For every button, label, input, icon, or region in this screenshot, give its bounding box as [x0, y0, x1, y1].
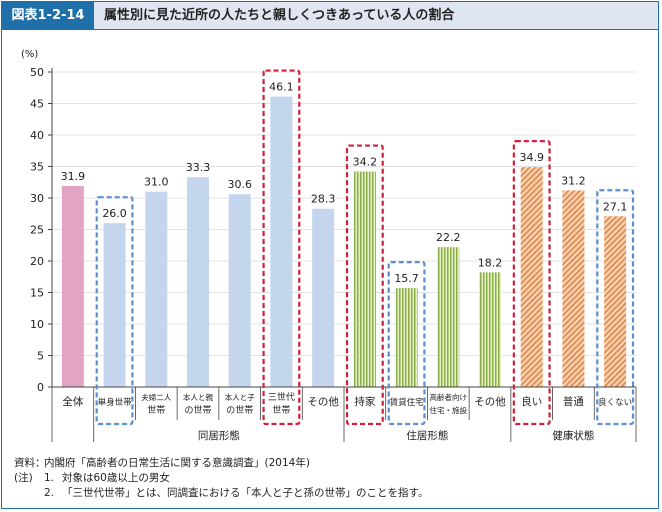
bar — [145, 191, 168, 387]
category-label: その他 — [474, 395, 506, 408]
value-label: 33.3 — [186, 161, 211, 174]
group-label: 健康状態 — [552, 429, 594, 442]
category-label: 全体 — [62, 395, 83, 408]
value-label: 31.0 — [144, 176, 169, 189]
category-label: 高齢者向け — [430, 392, 468, 402]
note-2-number: 2. — [44, 487, 55, 499]
value-label: 28.3 — [311, 193, 336, 206]
group-label: 住居形態 — [406, 429, 448, 442]
source-key: 資料： — [14, 457, 46, 469]
value-label: 34.2 — [353, 156, 378, 169]
category-label: の世帯 — [184, 404, 211, 416]
y-tick-label: 25 — [30, 224, 44, 237]
y-tick-label: 5 — [37, 350, 44, 363]
value-label: 34.9 — [519, 151, 544, 164]
bar-chart: (%) 0 5 10 15 20 25 30 35 40 45 50 31.9 26.0 31.0 33.… — [21, 49, 637, 442]
source-text: 内閣府「高齢者の日常生活に関する意識調査」(2014年) — [44, 457, 310, 469]
category-label: 本人と子 — [225, 392, 255, 402]
y-tick-label: 35 — [30, 161, 44, 174]
y-tick-label: 10 — [30, 318, 44, 331]
category-label: 単身世帯 — [98, 397, 133, 408]
bar — [604, 216, 627, 387]
category-label: 良くない — [598, 397, 632, 408]
category-label: 夫婦二人 — [141, 392, 171, 402]
note-2-text: 「三世代世帯」とは、同調査における「本人と子と孫の世帯」のことを指す。 — [62, 487, 429, 499]
figure-notes: 資料： 内閣府「高齢者の日常生活に関する意識調査」(2014年) (注) 1. … — [14, 456, 428, 501]
category-label: 住宅・施設 — [430, 405, 468, 415]
note-1-text: 対象は60歳以上の男女 — [62, 472, 170, 484]
value-label: 46.1 — [269, 81, 294, 94]
highlight-box-red — [512, 140, 551, 426]
category-label: その他 — [307, 395, 339, 408]
highlight-box-blue — [596, 189, 635, 426]
group-label: 同居形態 — [198, 429, 240, 442]
value-label: 15.7 — [394, 272, 419, 285]
y-tick-label: 45 — [30, 98, 44, 111]
category-label: 持家 — [354, 395, 375, 408]
category-label: 三世代 — [268, 391, 295, 403]
bar — [353, 171, 376, 387]
y-axis-unit: (%) — [21, 49, 38, 60]
value-label: 22.2 — [436, 231, 461, 244]
value-label: 26.0 — [102, 207, 127, 220]
category-label: 賃貸住宅 — [390, 397, 424, 408]
y-tick-label: 50 — [30, 66, 44, 79]
value-label: 30.6 — [227, 178, 252, 191]
y-tick-label: 0 — [37, 381, 44, 394]
note-row-1: (注) 1. 対象は60歳以上の男女 — [14, 471, 428, 486]
highlight-box-red — [345, 144, 384, 426]
bar — [228, 194, 251, 387]
category-label: 世帯 — [272, 404, 290, 416]
bar — [395, 288, 418, 387]
category-label: 世帯 — [147, 404, 165, 416]
figure-header: 図表1-2-14 属性別に見た近所の人たちと親しくつきあっている人の割合 — [2, 2, 658, 30]
bar — [562, 190, 585, 387]
value-label: 18.2 — [478, 256, 503, 269]
value-label: 31.2 — [561, 174, 586, 187]
bar — [437, 247, 460, 387]
bar — [103, 223, 126, 387]
figure-label: 図表1-2-14 — [2, 2, 94, 29]
highlight-box-red — [262, 69, 301, 426]
figure-title: 属性別に見た近所の人たちと親しくつきあっている人の割合 — [104, 8, 455, 23]
bar — [479, 272, 501, 387]
note-1-number: 1. — [44, 472, 55, 484]
value-label: 27.1 — [603, 200, 628, 213]
highlight-box-blue — [95, 196, 134, 426]
bar — [270, 96, 293, 387]
y-tick-label: 20 — [30, 255, 44, 268]
category-label: の世帯 — [226, 404, 253, 416]
bar — [187, 177, 209, 387]
category-label: 良い — [521, 395, 542, 408]
source-row: 資料： 内閣府「高齢者の日常生活に関する意識調査」(2014年) — [14, 456, 428, 471]
bar — [61, 186, 84, 387]
category-label: 普通 — [563, 395, 584, 408]
highlight-box-blue — [387, 260, 426, 426]
y-tick-label: 15 — [30, 287, 44, 300]
note-key: (注) — [14, 472, 33, 484]
category-label: 本人と親 — [183, 392, 213, 402]
y-tick-label: 30 — [30, 192, 44, 205]
bar — [312, 208, 335, 387]
y-tick-label: 40 — [30, 129, 44, 142]
bar — [520, 167, 543, 387]
value-label: 31.9 — [61, 170, 86, 183]
note-row-2: 2. 「三世代世帯」とは、同調査における「本人と子と孫の世帯」のことを指す。 — [14, 486, 428, 501]
